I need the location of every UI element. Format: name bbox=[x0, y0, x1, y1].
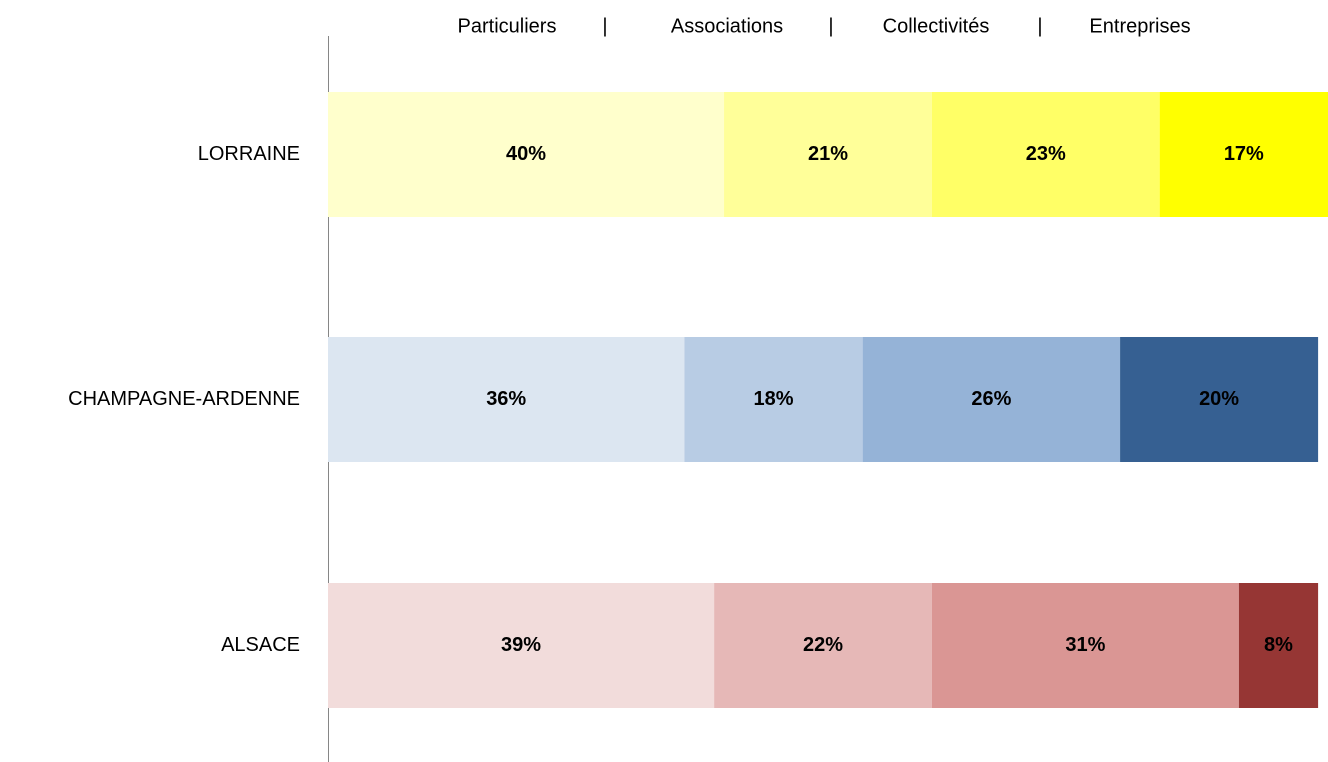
value-label: 36% bbox=[486, 388, 526, 410]
value-label: 31% bbox=[1065, 634, 1105, 656]
value-label: 22% bbox=[803, 634, 843, 656]
category-label: LORRAINE bbox=[198, 143, 300, 165]
bar-segment bbox=[1159, 92, 1328, 217]
legend-separator: | bbox=[828, 15, 833, 37]
value-label: 18% bbox=[754, 388, 794, 410]
value-label: 17% bbox=[1224, 143, 1264, 165]
legend-entry: Entreprises bbox=[1089, 15, 1190, 37]
bar-segment bbox=[714, 583, 932, 708]
legend-separator: | bbox=[1037, 15, 1042, 37]
bar-segment bbox=[1238, 583, 1319, 708]
bar-segment bbox=[1120, 337, 1319, 462]
value-label: 8% bbox=[1264, 634, 1293, 656]
bar-segment bbox=[931, 583, 1239, 708]
value-label: 21% bbox=[808, 143, 848, 165]
category-label: CHAMPAGNE-ARDENNE bbox=[68, 388, 300, 410]
category-label: ALSACE bbox=[221, 634, 300, 656]
bar-segment bbox=[328, 92, 725, 217]
legend-entry: Particuliers bbox=[458, 15, 557, 37]
value-label: 20% bbox=[1199, 388, 1239, 410]
value-label: 26% bbox=[971, 388, 1011, 410]
value-label: 40% bbox=[506, 143, 546, 165]
legend-separator: | bbox=[602, 15, 607, 37]
legend-entry: Associations bbox=[671, 15, 783, 37]
value-label: 23% bbox=[1026, 143, 1066, 165]
value-label: 39% bbox=[501, 634, 541, 656]
bar-segment bbox=[684, 337, 863, 462]
bar-segment bbox=[724, 92, 932, 217]
legend-entry: Collectivités bbox=[883, 15, 990, 37]
bar-segment bbox=[931, 92, 1160, 217]
bar-segment bbox=[328, 583, 715, 708]
bar-segment bbox=[862, 337, 1121, 462]
bar-segment bbox=[328, 337, 685, 462]
